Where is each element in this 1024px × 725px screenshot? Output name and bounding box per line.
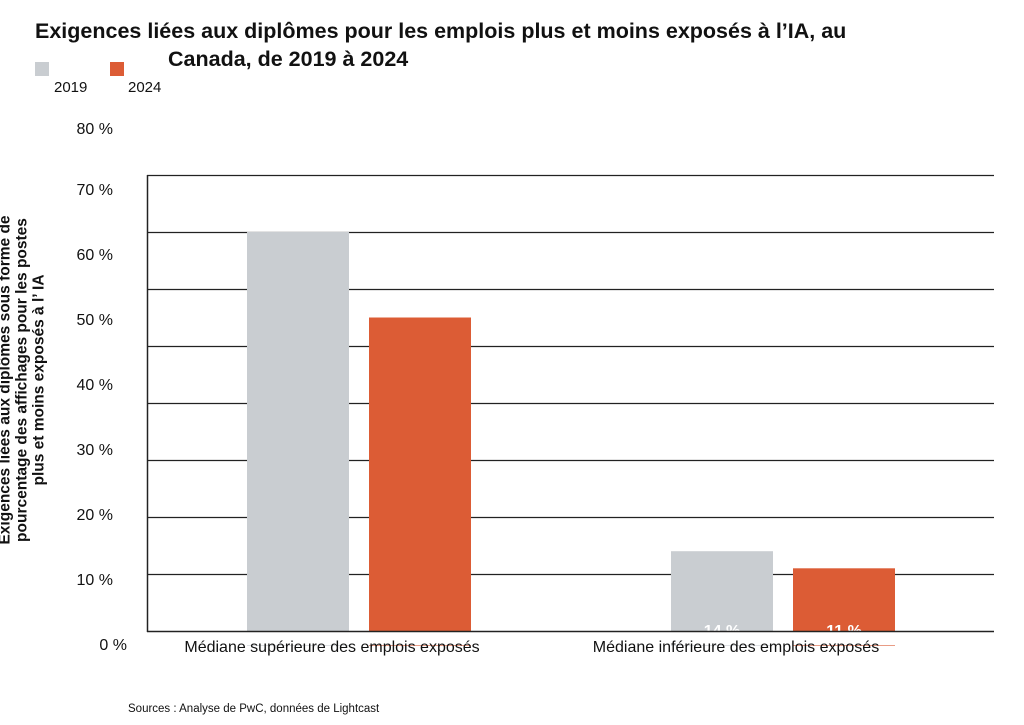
y-tick-label: 70 % <box>76 182 113 199</box>
data-label: 11 % <box>826 623 862 640</box>
bar-2019-1 <box>247 232 349 631</box>
y-tick-label: 20 % <box>76 507 113 524</box>
y-tick-label: 40 % <box>76 377 113 394</box>
chart-title-line-2: Canada, de 2019 à 2024 <box>168 47 409 71</box>
data-label: 14 % <box>704 623 740 640</box>
y-tick-label: 60 % <box>76 247 113 264</box>
legend-swatch-2024 <box>110 62 124 76</box>
legend-label-2024: 2024 <box>128 79 162 96</box>
legend-swatch-2019 <box>35 62 49 76</box>
x-category-label: Médiane supérieure des emplois exposés <box>184 639 480 656</box>
source-note: Sources : Analyse de PwC, données de Lig… <box>128 703 380 715</box>
y-tick-label: 50 % <box>76 312 113 329</box>
y-tick-label: 0 % <box>99 637 127 654</box>
y-tick-label: 30 % <box>76 442 113 459</box>
bar-2024-1 <box>369 317 471 631</box>
legend-label-2019: 2019 <box>54 79 88 96</box>
chart-title-line-1: Exigences liées aux diplômes pour les em… <box>35 19 847 43</box>
bar-2019-2 <box>671 551 773 631</box>
y-tick-label: 80 % <box>76 121 113 138</box>
x-category-label: Médiane inférieure des emplois exposés <box>592 639 880 656</box>
y-tick-label: 10 % <box>76 572 113 589</box>
bar-2024-2 <box>793 568 895 631</box>
